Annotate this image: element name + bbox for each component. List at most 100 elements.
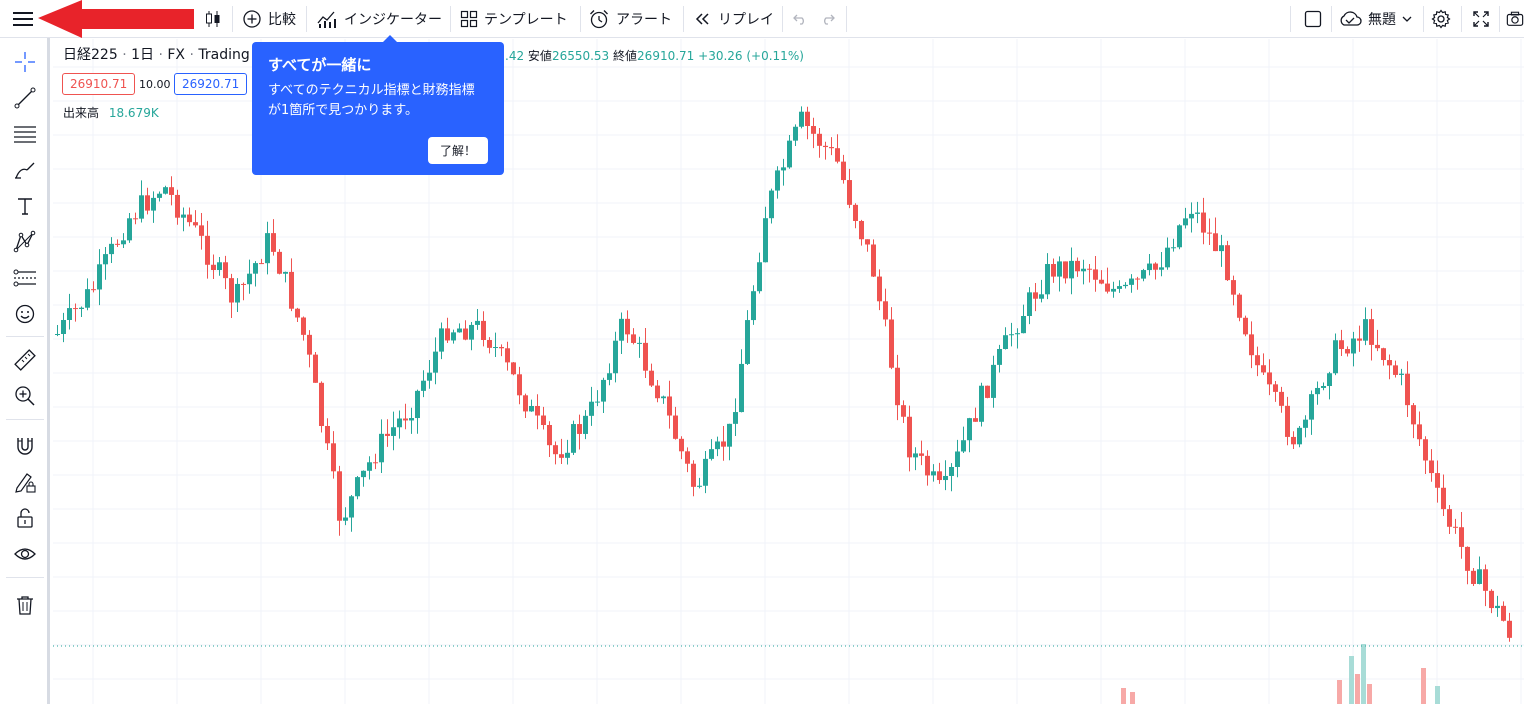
- brush-tool[interactable]: [12, 157, 38, 183]
- candle: [1507, 612, 1512, 642]
- interval-label[interactable]: 1日: [131, 47, 155, 63]
- tooltip-title: すべてが一緒に: [268, 56, 372, 74]
- chart-type-button[interactable]: [200, 0, 226, 37]
- text-tool[interactable]: [12, 193, 38, 219]
- candle: [1225, 240, 1230, 282]
- candle: [655, 380, 660, 403]
- candle: [613, 331, 618, 383]
- candle: [187, 207, 192, 227]
- low-label: 安値: [527, 49, 552, 63]
- redo-button[interactable]: [820, 0, 836, 37]
- candle: [355, 476, 360, 500]
- fib-tool[interactable]: [12, 121, 38, 147]
- candle: [811, 117, 816, 149]
- candle: [931, 464, 936, 482]
- remove-drawings-tool[interactable]: [12, 592, 38, 618]
- candle: [121, 233, 126, 249]
- candle: [973, 407, 978, 422]
- candle: [1267, 359, 1272, 396]
- trend-line-icon: [14, 87, 36, 109]
- candle: [1429, 449, 1434, 482]
- price-chart[interactable]: [53, 39, 1524, 704]
- candle: [1411, 402, 1416, 439]
- save-layout-button[interactable]: 無題: [1338, 0, 1412, 37]
- candle: [523, 393, 528, 418]
- indicators-button[interactable]: インジケーター: [316, 0, 442, 37]
- candle: [1423, 436, 1428, 475]
- ohlc-fragment: .42: [505, 49, 525, 63]
- candle: [109, 237, 114, 263]
- candle: [1117, 280, 1122, 293]
- fullscreen-button[interactable]: [1470, 0, 1492, 37]
- emoji-tool[interactable]: [12, 301, 38, 327]
- templates-button[interactable]: テンプレート: [460, 0, 568, 37]
- candle: [403, 403, 408, 430]
- candle: [145, 187, 150, 215]
- candle: [343, 507, 348, 526]
- tooltip-ok-button[interactable]: 了解！: [427, 137, 488, 164]
- settings-button[interactable]: [1430, 0, 1452, 37]
- undo-button[interactable]: [792, 0, 808, 37]
- volume-bar: [1435, 686, 1440, 704]
- candle: [421, 370, 426, 398]
- trend-line-tool[interactable]: [12, 85, 38, 111]
- measure-tool[interactable]: [12, 347, 38, 373]
- feature-tooltip: すべてが一緒に すべてのテクニカル指標と財務指標が1箇所で見つかります。 了解！: [252, 35, 504, 175]
- menu-button[interactable]: [6, 0, 40, 37]
- candle: [445, 317, 450, 343]
- candle: [475, 308, 480, 330]
- candle: [1177, 224, 1182, 250]
- alert-button[interactable]: アラート: [588, 0, 672, 37]
- buy-price-button[interactable]: 26920.71: [174, 73, 248, 95]
- candle: [1357, 325, 1362, 352]
- pattern-icon: [13, 230, 36, 253]
- candle: [589, 386, 594, 426]
- replay-button[interactable]: リプレイ: [694, 0, 774, 37]
- candle: [673, 406, 678, 440]
- candle: [349, 495, 354, 532]
- stay-in-drawing-mode-tool[interactable]: [12, 469, 38, 495]
- candle: [1237, 293, 1242, 322]
- candle: [289, 258, 294, 312]
- candle: [505, 341, 510, 371]
- volume-bar: [1361, 644, 1366, 704]
- candle: [115, 239, 120, 248]
- candle: [1075, 257, 1080, 277]
- candle: [319, 381, 324, 433]
- symbol-name[interactable]: 日経225: [63, 47, 118, 63]
- candle: [199, 213, 204, 250]
- candle: [547, 421, 552, 457]
- sell-price-button[interactable]: 26910.71: [62, 73, 136, 95]
- lock-all-drawings-tool[interactable]: [12, 505, 38, 531]
- candle: [1045, 253, 1050, 300]
- candle: [1057, 256, 1062, 292]
- candle: [1201, 197, 1206, 245]
- crosshair-tool[interactable]: [12, 49, 38, 75]
- candle: [979, 382, 984, 427]
- candle: [1315, 381, 1320, 405]
- candle: [499, 344, 504, 357]
- hide-drawings-tool[interactable]: [12, 541, 38, 567]
- candle: [937, 462, 942, 484]
- forecast-tool[interactable]: [12, 265, 38, 291]
- indicators-icon: [317, 11, 336, 28]
- magnet-tool[interactable]: [12, 433, 38, 459]
- candle: [295, 307, 300, 323]
- volume-value: 18.679K: [108, 106, 159, 120]
- candle: [1141, 268, 1146, 282]
- layout-button[interactable]: [1302, 0, 1324, 37]
- candle: [367, 456, 372, 480]
- candle: [913, 447, 918, 471]
- candle: [985, 385, 990, 399]
- zoom-tool[interactable]: [12, 383, 38, 409]
- candle: [949, 463, 954, 492]
- candles-icon: [206, 10, 220, 27]
- candle: [889, 307, 894, 370]
- candle: [1153, 262, 1158, 280]
- layout-name: 無題: [1368, 11, 1396, 28]
- screenshot-button[interactable]: [1506, 0, 1524, 37]
- compare-button[interactable]: 比較: [242, 0, 296, 37]
- candle: [961, 426, 966, 453]
- pattern-tool[interactable]: [12, 229, 38, 255]
- volume-bars: [1121, 644, 1440, 704]
